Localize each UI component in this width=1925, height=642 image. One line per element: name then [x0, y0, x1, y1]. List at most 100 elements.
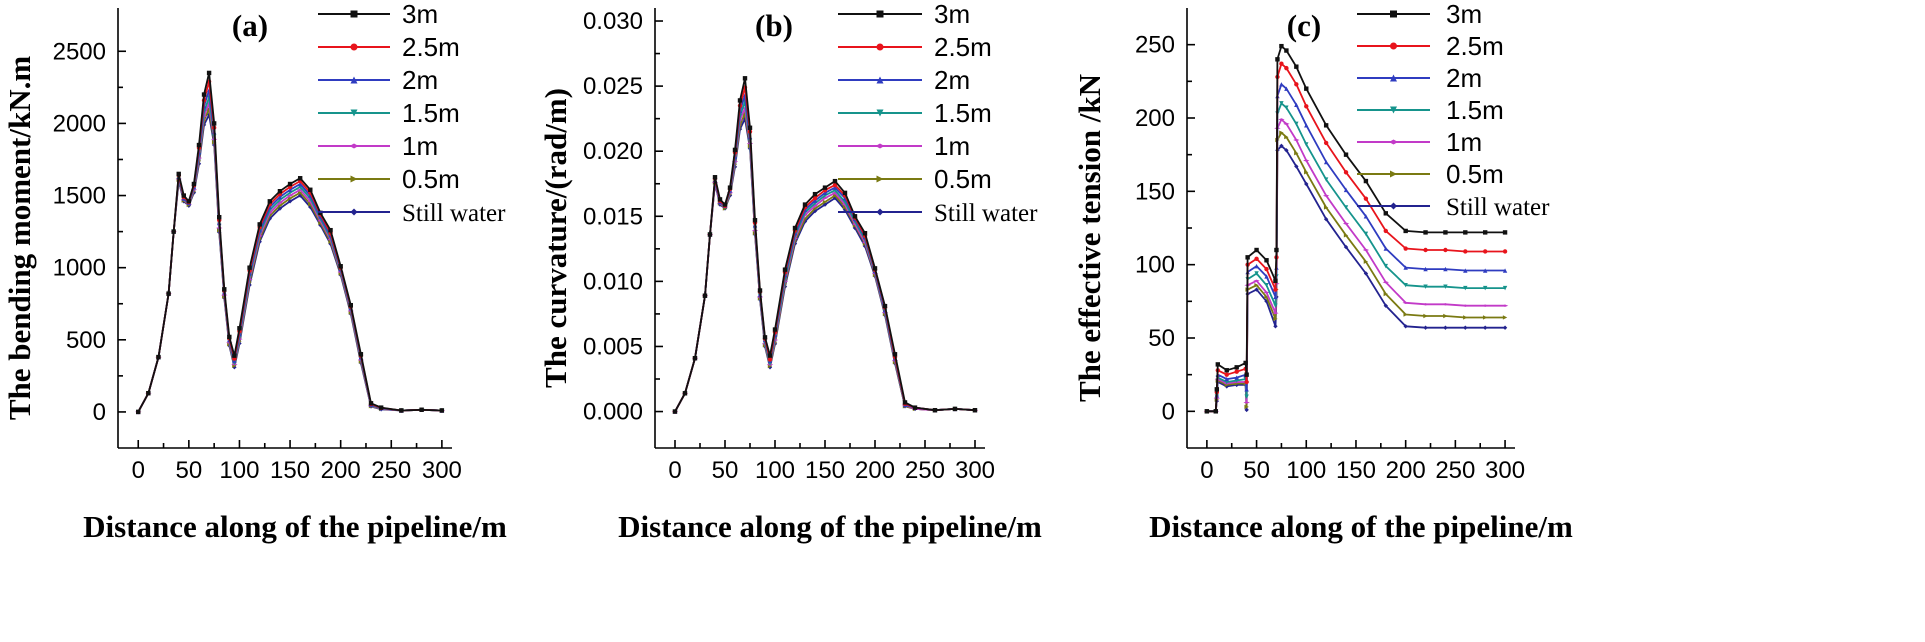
data-point [222, 287, 227, 292]
data-point [318, 220, 323, 226]
legend-label: 2.5m [934, 32, 992, 62]
legend-label: 3m [402, 0, 438, 29]
legend-item: 2m [318, 65, 438, 95]
data-point [1284, 48, 1289, 53]
data-point [181, 193, 186, 198]
data-point [1254, 256, 1259, 261]
legend-marker [875, 143, 885, 149]
data-point [1294, 164, 1299, 169]
data-point [1264, 258, 1269, 263]
y-tick-label: 2000 [53, 110, 106, 137]
x-axis-title: Distance along of the pipeline/m [618, 509, 1042, 544]
data-point [186, 199, 192, 204]
data-point [419, 407, 424, 412]
data-point [737, 98, 743, 103]
legend-label: 2m [402, 65, 438, 95]
legend-item: 1m [1357, 127, 1482, 157]
data-point [1403, 246, 1408, 251]
data-point [1442, 303, 1449, 306]
data-point [237, 326, 242, 331]
data-point [257, 222, 262, 227]
legend-item: Still water [838, 200, 1038, 227]
legend-item: Still water [1357, 194, 1550, 221]
data-point [757, 288, 763, 293]
data-point [1244, 404, 1249, 410]
data-point [368, 401, 374, 406]
data-point [747, 125, 753, 130]
data-point [1279, 61, 1284, 66]
y-tick-label: 0.015 [583, 203, 643, 230]
data-point [1215, 362, 1221, 367]
series-line [1206, 102, 1506, 413]
y-axis-title: The effective tension /kN [1072, 74, 1107, 402]
data-point [712, 175, 718, 180]
data-point [1363, 214, 1369, 219]
legend-label: 0.5m [934, 164, 992, 194]
data-point [277, 194, 283, 200]
data-point [297, 190, 303, 195]
y-tick-label: 100 [1135, 252, 1175, 279]
legend-label: 1.5m [1446, 95, 1504, 125]
data-point [1383, 211, 1388, 216]
panel-label: (b) [755, 8, 793, 43]
data-point [1279, 101, 1284, 106]
data-point [1273, 294, 1278, 300]
legend-marker [876, 208, 884, 216]
legend-item: 0.5m [1357, 159, 1504, 189]
data-point [717, 197, 723, 202]
legend-item: 1.5m [318, 98, 460, 128]
data-point [1284, 65, 1289, 71]
data-point [762, 335, 768, 340]
data-point [1279, 130, 1284, 135]
data-point [972, 408, 978, 413]
data-point [227, 334, 232, 340]
y-tick-label: 0.020 [583, 138, 643, 165]
y-tick-label: 0 [1162, 398, 1175, 425]
data-point [217, 214, 222, 220]
data-point [1294, 102, 1299, 107]
data-point [1443, 313, 1448, 319]
data-point [146, 390, 151, 396]
x-tick-label: 300 [422, 457, 462, 484]
data-point [752, 217, 758, 223]
series-line [1206, 131, 1506, 413]
data-point [1294, 82, 1299, 87]
legend-marker [350, 175, 358, 183]
legend-marker [1390, 74, 1397, 82]
data-point [1323, 123, 1329, 128]
data-point [1423, 266, 1428, 272]
series-2m [1204, 82, 1508, 414]
data-point [1463, 268, 1468, 273]
data-point [1462, 304, 1469, 307]
data-point [1363, 259, 1369, 264]
data-point [1363, 231, 1369, 237]
data-point [1403, 324, 1408, 329]
data-point [358, 352, 364, 357]
data-point [1274, 247, 1279, 253]
data-point [1284, 105, 1289, 110]
data-point [1264, 299, 1269, 304]
data-point [277, 189, 283, 194]
x-tick-label: 50 [1243, 457, 1270, 484]
panel-label: (c) [1287, 8, 1321, 43]
data-point [328, 227, 333, 233]
data-point [1443, 266, 1448, 272]
data-point [707, 232, 713, 237]
x-tick-label: 50 [712, 457, 739, 484]
legend-label: 0.5m [402, 164, 460, 194]
data-point [672, 409, 678, 414]
data-point [892, 352, 898, 357]
legend-label: 3m [1446, 0, 1482, 29]
data-point [308, 187, 313, 192]
data-point [1501, 304, 1509, 307]
data-point [822, 185, 828, 190]
y-tick-label: 0.010 [583, 268, 643, 295]
data-point [1502, 325, 1508, 330]
legend-label: 0.5m [1446, 159, 1504, 189]
data-point [872, 266, 878, 271]
data-point [1304, 86, 1309, 91]
data-point [1463, 325, 1468, 330]
legend-item: 1m [838, 131, 970, 161]
